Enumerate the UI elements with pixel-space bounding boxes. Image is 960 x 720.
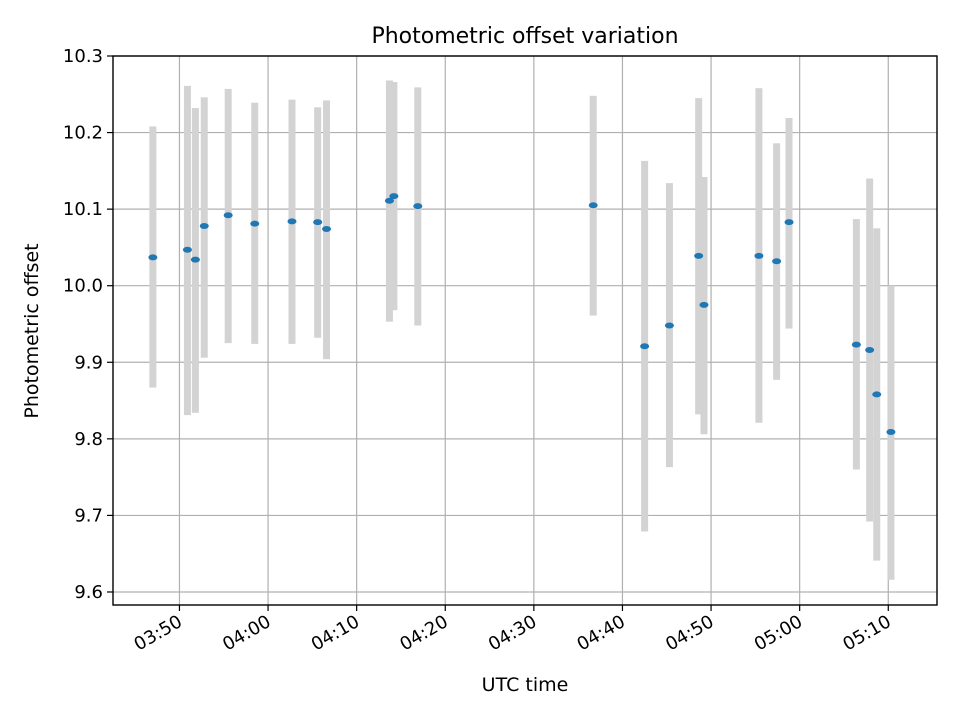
x-tick-label: 04:00	[219, 611, 274, 655]
data-point	[872, 391, 882, 398]
data-points	[148, 193, 896, 435]
data-point	[190, 256, 200, 263]
data-point	[384, 197, 394, 204]
data-point	[313, 219, 323, 226]
plot-frame	[112, 55, 938, 606]
y-tick-label: 9.8	[74, 429, 103, 450]
data-point	[413, 203, 423, 210]
data-point	[389, 193, 399, 200]
data-point	[223, 212, 233, 219]
data-point	[640, 343, 650, 350]
data-point	[322, 226, 332, 233]
data-point	[754, 252, 764, 259]
y-axis-label: Photometric offset	[21, 243, 43, 418]
error-bars	[149, 80, 895, 580]
data-point	[148, 254, 158, 261]
y-tick-label: 10.1	[63, 199, 103, 220]
data-point	[851, 341, 861, 348]
data-point	[694, 252, 704, 259]
y-tick-label: 10.2	[63, 123, 103, 144]
data-point	[784, 219, 794, 226]
x-tick-label: 05:00	[751, 611, 806, 655]
chart-title: Photometric offset variation	[371, 24, 678, 49]
x-axis-label: UTC time	[482, 674, 569, 696]
y-tick-label: 9.7	[74, 505, 103, 526]
grid	[113, 55, 937, 605]
data-point	[182, 246, 192, 253]
data-point	[588, 202, 598, 209]
data-point	[664, 322, 674, 329]
x-tick-label: 04:50	[662, 611, 717, 655]
x-tick-label: 04:40	[574, 611, 629, 655]
data-point	[886, 428, 896, 435]
x-tick-label: 04:30	[485, 611, 540, 655]
data-point	[287, 218, 297, 225]
data-point	[250, 220, 260, 227]
y-tick-label: 9.9	[74, 352, 103, 373]
y-tick-label: 10.0	[63, 276, 103, 297]
data-point	[772, 258, 782, 265]
x-tick-label: 04:20	[396, 611, 451, 655]
data-point	[199, 222, 209, 229]
y-tick-label: 10.3	[63, 46, 103, 67]
x-tick-label: 03:50	[131, 611, 186, 655]
data-point	[699, 301, 709, 308]
x-tick-label: 05:10	[839, 611, 894, 655]
x-tick-label: 04:10	[308, 611, 363, 655]
data-point	[865, 347, 875, 354]
y-tick-label: 9.6	[74, 582, 103, 603]
